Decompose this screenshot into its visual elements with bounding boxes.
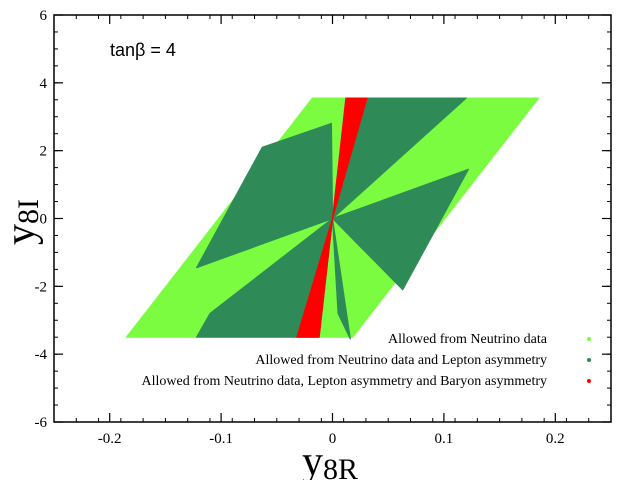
y-tick-label: 2	[40, 144, 48, 160]
axes-layer: -0.2 -0.1 0 0.1 0.2 -6 -4 -2 0 2 4 6	[35, 8, 612, 447]
y-axis-title: y8I	[0, 199, 45, 245]
y-tick-label: -2	[35, 279, 48, 295]
legend: Allowed from Neutrino data Allowed from N…	[141, 332, 591, 389]
legend-marker	[587, 379, 591, 383]
annotation-text: tanβ = 4	[110, 40, 176, 60]
x-tick-label: -0.1	[209, 431, 233, 447]
x-axis-title-main: y	[302, 439, 323, 480]
x-tick-label: 0	[329, 431, 337, 447]
legend-label: Allowed from Neutrino data, Lepton asymm…	[141, 374, 547, 389]
series-1-region-1	[196, 146, 334, 269]
x-tick-label: 0.2	[546, 431, 565, 447]
y-tick-label: 0	[40, 212, 48, 228]
y-tick-label: -6	[35, 415, 48, 431]
legend-label: Allowed from Neutrino data	[388, 332, 548, 347]
series-2-region-1	[296, 217, 334, 338]
legend-label: Allowed from Neutrino data and Lepton as…	[255, 353, 547, 368]
y-tick-label: 4	[40, 76, 48, 92]
data-layer	[125, 97, 540, 340]
y-axis-title-sub: 8I	[12, 199, 45, 224]
x-axis-title: y8R	[302, 439, 358, 480]
y-tick-label: -4	[35, 347, 48, 363]
y-axis-title-main: y	[0, 224, 44, 245]
x-axis-title-sub: 8R	[323, 453, 358, 480]
series-1-region-4	[331, 168, 469, 291]
legend-marker	[587, 358, 591, 362]
y-tick-label: 6	[40, 8, 48, 24]
series-1-region-5	[331, 217, 351, 340]
x-tick-label: 0.1	[435, 431, 454, 447]
series-2-region-0	[331, 97, 368, 220]
x-tick-label: -0.2	[98, 431, 122, 447]
legend-marker	[587, 337, 591, 341]
